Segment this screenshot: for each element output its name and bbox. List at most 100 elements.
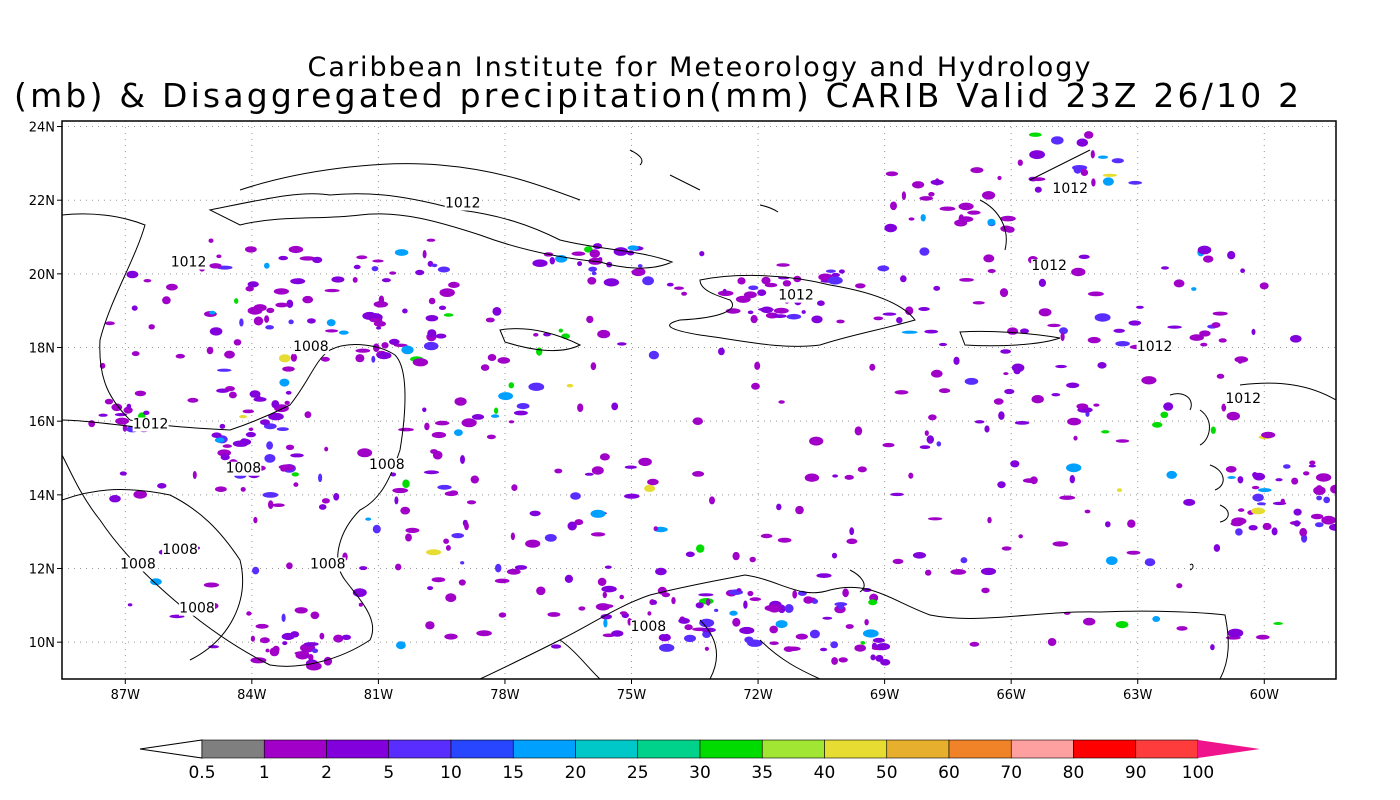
isobar-label: 1012 [133, 417, 169, 433]
precip-cell [997, 175, 1002, 181]
precip-cell [590, 362, 597, 371]
precip-cell [776, 263, 790, 267]
precip-cell [272, 645, 280, 653]
precip-cell [1293, 520, 1301, 527]
precip-cell [597, 329, 611, 339]
precip-cell [1216, 373, 1225, 379]
precip-cell [593, 243, 602, 250]
precip-cell [533, 333, 539, 337]
precip-cell [208, 238, 214, 243]
precip-cell [461, 418, 477, 428]
precip-cell [1010, 460, 1020, 468]
precip-cell [873, 316, 884, 321]
precip-cell [870, 654, 876, 661]
lon-label: 66W [996, 688, 1026, 703]
precip-cell [1111, 158, 1124, 164]
precip-cell [203, 582, 219, 588]
precip-cell [247, 281, 259, 288]
precip-cell [1051, 393, 1061, 397]
precip-cell [209, 310, 216, 315]
precip-cell [304, 411, 312, 419]
precip-cell [219, 423, 226, 429]
precip-cell [967, 210, 981, 215]
lon-label: 63W [1123, 688, 1153, 703]
precip-cell [109, 495, 121, 503]
precip-cell [642, 276, 654, 286]
precip-cell [491, 414, 500, 418]
precip-cell [749, 597, 762, 602]
precip-cell [1212, 311, 1228, 316]
precip-cell [972, 301, 985, 305]
precip-cell [1235, 528, 1243, 536]
precip-cell [412, 358, 429, 367]
precip-cell [1308, 464, 1317, 468]
precip-cell [325, 329, 339, 333]
precip-cell [685, 551, 695, 558]
precip-cell [578, 606, 586, 611]
precip-cell [1191, 287, 1197, 291]
precip-cell [131, 305, 138, 311]
precip-cell [905, 306, 914, 316]
precip-cell [443, 313, 454, 317]
precip-cell [398, 427, 414, 432]
precip-cell [262, 492, 279, 498]
colorbar-label: 50 [876, 763, 898, 783]
precip-cell [123, 406, 133, 414]
precip-cell [389, 271, 397, 275]
lon-label: 75W [617, 688, 647, 703]
precip-cell [299, 256, 316, 261]
precip-cell [924, 329, 939, 334]
lat-label: 24N [29, 121, 55, 136]
isobar-label: 1008 [310, 557, 346, 573]
precip-cell [964, 377, 979, 385]
precip-cell [271, 400, 280, 409]
precip-cell [1018, 534, 1023, 539]
precip-cell [1091, 178, 1096, 187]
precip-cell [405, 533, 412, 542]
precip-cell [1004, 388, 1015, 395]
precip-cell [104, 321, 115, 326]
colorbar-label: 15 [502, 763, 524, 783]
precip-cell [638, 457, 652, 467]
precip-cell [284, 400, 290, 405]
precip-cell [792, 590, 798, 599]
precip-cell [591, 466, 604, 475]
precip-cell [422, 407, 427, 413]
precip-cell [525, 539, 541, 548]
lon-label: 87W [111, 688, 141, 703]
precip-cell [338, 330, 349, 335]
isobar-label-bg [778, 288, 815, 303]
lat-label: 14N [29, 489, 55, 504]
precip-cell [510, 532, 515, 541]
precip-cell [286, 299, 294, 308]
precip-cell [760, 533, 773, 539]
precip-cell [597, 577, 607, 587]
precip-cell [1000, 225, 1012, 232]
precip-cell [1060, 332, 1065, 342]
precip-cell [1101, 430, 1110, 434]
precip-cell [285, 444, 295, 450]
precip-cell [751, 382, 760, 390]
precip-cell [432, 450, 443, 460]
precip-cell [709, 496, 715, 505]
precip-cell [253, 516, 258, 524]
precip-cell [644, 484, 656, 492]
isobar-label: 1008 [162, 542, 198, 558]
precip-cell [268, 412, 284, 421]
precip-cell [157, 483, 167, 489]
precip-cell [371, 355, 376, 363]
precip-cell [817, 300, 825, 307]
colorbar-label: 70 [1000, 763, 1022, 783]
precip-cell [1055, 364, 1067, 369]
precip-cell [776, 503, 782, 511]
precip-cell [801, 310, 806, 314]
precip-cell [1066, 382, 1080, 389]
precip-cell [777, 537, 792, 543]
precip-cell [657, 586, 667, 595]
precip-cell [381, 278, 391, 283]
precip-cell [1218, 338, 1227, 343]
precip-cell [574, 519, 584, 526]
precip-cell [637, 268, 646, 276]
precip-cell [443, 538, 449, 544]
precip-cell [250, 635, 255, 642]
